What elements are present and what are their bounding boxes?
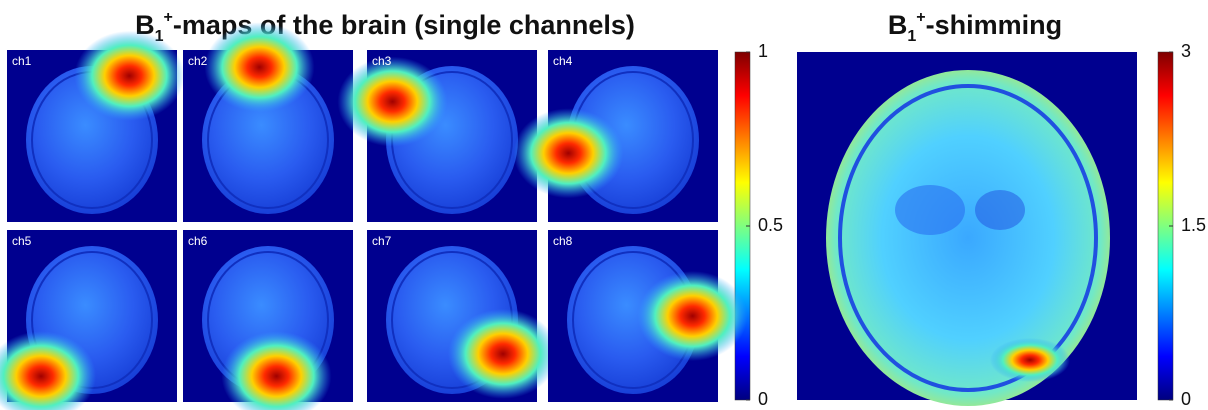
channel-label: ch3 bbox=[372, 54, 392, 68]
hotspot bbox=[513, 108, 624, 199]
hotspot bbox=[448, 308, 558, 399]
shim-shade bbox=[895, 185, 965, 235]
tick-label: 0.5 bbox=[758, 215, 783, 235]
channel-label: ch5 bbox=[12, 234, 32, 248]
hotspot bbox=[0, 331, 96, 410]
tick-label: 3 bbox=[1181, 41, 1191, 61]
shim-brain bbox=[826, 70, 1110, 406]
tick-label: 0 bbox=[758, 389, 768, 409]
channel-label: ch6 bbox=[188, 234, 208, 248]
title-sub: 1 bbox=[907, 28, 916, 45]
hotspot bbox=[204, 22, 315, 113]
hotspot bbox=[637, 271, 748, 361]
tick-label: 1.5 bbox=[1181, 215, 1206, 235]
hotspot bbox=[74, 30, 185, 121]
title-sup: + bbox=[916, 9, 925, 26]
channel-label: ch1 bbox=[12, 54, 32, 68]
shim-shade bbox=[975, 190, 1025, 230]
title-sub: 1 bbox=[155, 28, 164, 45]
channel-label: ch8 bbox=[553, 234, 573, 248]
hotspot bbox=[221, 331, 332, 410]
shim-ring bbox=[838, 84, 1098, 392]
left-title: B1+-maps of the brain (single channels) bbox=[135, 9, 635, 45]
channel-label: ch2 bbox=[188, 54, 208, 68]
title-rest: -shimming bbox=[926, 10, 1063, 40]
title-base: B bbox=[888, 10, 908, 40]
title-sup: + bbox=[163, 9, 172, 26]
channel-label: ch7 bbox=[372, 234, 392, 248]
hotspot bbox=[337, 56, 448, 147]
channel-label: ch4 bbox=[553, 54, 573, 68]
tick-label: 0 bbox=[1181, 389, 1191, 409]
right-title: B1+-shimming bbox=[888, 9, 1062, 45]
shim-hotspot bbox=[990, 338, 1070, 382]
tick-label: 1 bbox=[758, 41, 768, 61]
